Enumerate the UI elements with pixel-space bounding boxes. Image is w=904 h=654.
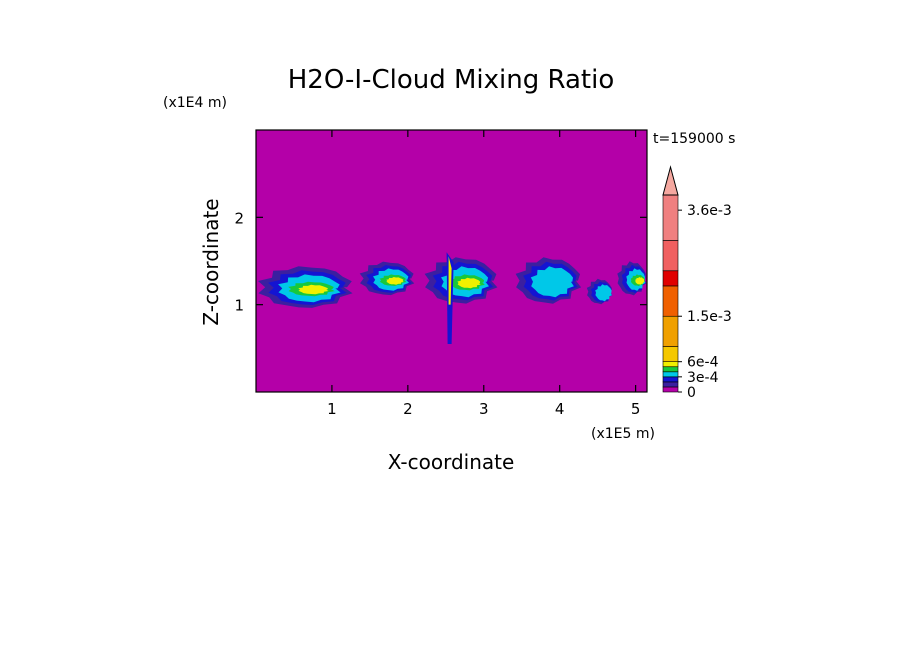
cloud-contour (386, 277, 404, 285)
x-tick-label: 4 (555, 400, 565, 418)
x-tick-label: 3 (479, 400, 489, 418)
colorbar-label: 1.5e-3 (687, 309, 732, 325)
plot-frame (255, 129, 648, 393)
cloud-contour (457, 277, 481, 289)
colorbar-band (662, 285, 679, 317)
time-label: t=159000 s (653, 131, 735, 147)
cloud-contour (595, 284, 612, 302)
colorbar-band (662, 194, 679, 241)
colorbar-band (662, 315, 679, 347)
colorbar-band (662, 386, 679, 393)
x-scale-label: (x1E5 m) (591, 426, 655, 442)
y-axis-ticks: 12 (234, 209, 647, 315)
colorbar-band (662, 240, 679, 272)
cloud-contour (635, 277, 645, 285)
cloud-contour (298, 284, 329, 295)
y-scale-label: (x1E4 m) (163, 95, 227, 111)
colorbar (662, 165, 679, 393)
colorbar-band (662, 366, 679, 373)
colorbar-label: 6e-4 (687, 355, 719, 371)
colorbar-overflow-arrow (662, 165, 679, 196)
plot-area (255, 129, 648, 393)
colorbar-label: 3.6e-3 (687, 203, 732, 219)
colorbar-label: 0 (687, 385, 696, 401)
x-axis-label: X-coordinate (388, 450, 515, 474)
y-tick-label: 1 (234, 297, 244, 315)
x-tick-label: 1 (327, 400, 337, 418)
x-axis-ticks: 1 2 3 4 5 (327, 130, 640, 418)
colorbar-band (662, 371, 679, 378)
colorbar-band (662, 361, 679, 368)
y-tick-label: 2 (234, 209, 244, 227)
chart-title: H2O-I-Cloud Mixing Ratio (288, 65, 615, 95)
y-axis-label: Z-coordinate (199, 198, 223, 325)
colorbar-band (662, 376, 679, 383)
updraft-core (448, 256, 452, 305)
colorbar-labels: 3.6e-3 1.5e-3 6e-43e-40 (678, 203, 732, 401)
colorbar-band (662, 381, 679, 388)
cloud-contour (530, 266, 574, 298)
cloud-field (258, 252, 647, 344)
colorbar-label: 3e-4 (687, 370, 719, 386)
colorbar-band (662, 346, 679, 362)
x-tick-label: 2 (403, 400, 413, 418)
colorbar-band (662, 270, 679, 287)
x-tick-label: 5 (631, 400, 641, 418)
